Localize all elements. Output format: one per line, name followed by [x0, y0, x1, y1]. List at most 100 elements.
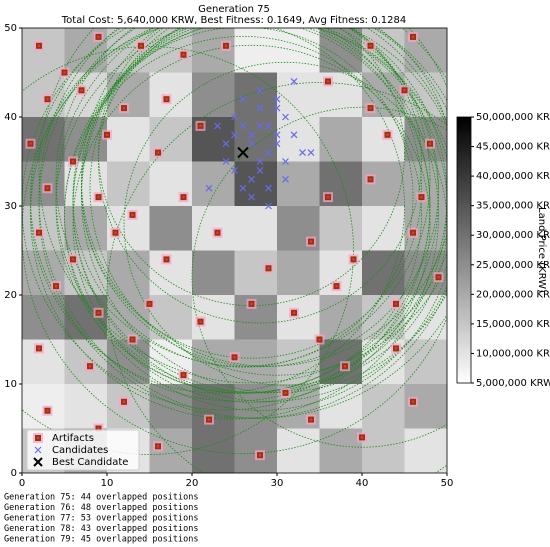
- coverage-circle: [72, 28, 414, 368]
- artifact: [306, 236, 316, 247]
- artifact-core: [80, 89, 83, 92]
- coverage-circle: [55, 28, 447, 393]
- colorbar-tick-label: 15,000,000 KRW: [476, 319, 550, 330]
- artifact: [42, 94, 53, 105]
- heat-cell: [234, 384, 278, 429]
- coverage-circle: [55, 28, 431, 367]
- artifact: [161, 94, 172, 105]
- coverage-circle: [81, 28, 447, 393]
- artifact-core: [71, 160, 75, 163]
- candidate: [256, 166, 264, 174]
- coverage-circle: [22, 46, 354, 455]
- artifact-core: [233, 356, 236, 359]
- artifact: [76, 85, 87, 96]
- artifact: [399, 85, 410, 96]
- artifact: [365, 174, 376, 185]
- colorbar-tick-label: 10,000,000 KRW: [476, 348, 550, 359]
- artifact: [331, 281, 342, 292]
- candidate: [273, 131, 281, 139]
- heat-cell: [362, 250, 405, 296]
- legend-box: [26, 429, 140, 471]
- artifact-core: [360, 436, 364, 439]
- candidate: [273, 104, 281, 112]
- artifact-core: [309, 240, 313, 243]
- coverage-circle: [64, 28, 447, 411]
- y-tick-label: 0: [11, 468, 17, 479]
- candidate: [205, 184, 213, 192]
- y-tick-label: 20: [4, 290, 17, 301]
- artifact-core: [148, 302, 151, 306]
- artifact: [34, 227, 44, 238]
- artifact-core: [36, 436, 40, 440]
- points: [25, 31, 444, 461]
- log-line: Generation 78: 43 overlapped positions: [4, 524, 198, 534]
- artifact-core: [309, 418, 313, 421]
- heat-cell: [234, 206, 278, 251]
- x-tick-label: 20: [186, 478, 199, 489]
- x-tick-label: 30: [271, 478, 284, 489]
- heat-cell: [192, 161, 235, 207]
- artifact: [323, 192, 333, 203]
- artifact-core: [97, 427, 100, 430]
- artifact-core: [46, 98, 49, 101]
- chart-title: Generation 75: [198, 4, 270, 15]
- artifact: [34, 40, 44, 51]
- legend-label: Artifacts: [52, 433, 94, 444]
- artifact-core: [326, 195, 330, 199]
- candidate: [231, 113, 238, 121]
- colorbar-label: Land Price (KRW): [536, 207, 547, 293]
- artifact: [153, 441, 163, 452]
- artifact: [51, 281, 61, 292]
- artifact: [42, 183, 53, 194]
- artifact: [280, 387, 291, 398]
- heat-cell: [404, 339, 448, 385]
- x-tick-label: 40: [356, 478, 369, 489]
- artifact: [110, 227, 121, 238]
- artifact-core: [207, 418, 211, 421]
- artifact: [204, 414, 214, 425]
- candidate: [290, 77, 298, 85]
- legend-label: Candidates: [52, 445, 108, 456]
- candidate: [248, 193, 255, 201]
- artifact-core: [284, 391, 287, 395]
- heat-cell: [319, 206, 363, 251]
- axes: 0 10 20 30 40 50 0 10 20 30 40 50: [4, 23, 453, 489]
- artifact-core: [420, 195, 423, 199]
- artifact: [59, 67, 70, 78]
- artifact: [136, 40, 146, 51]
- heat-cell: [234, 339, 278, 385]
- log: Generation 75: 44 overlapped positionsGe…: [4, 493, 198, 545]
- heat-cell: [107, 161, 150, 207]
- artifact: [178, 192, 189, 203]
- artifact: [93, 423, 104, 434]
- artifact: [93, 31, 104, 42]
- colorbar-tick-label: 50,000,000 KRW: [476, 112, 550, 123]
- y-tick-label: 50: [4, 23, 17, 34]
- plot-frame: [21, 27, 448, 474]
- heat-cell: [192, 339, 235, 385]
- artifact-core: [199, 124, 202, 128]
- artifact-core: [37, 347, 41, 350]
- colorbar-tick-label: 35,000,000 KRW: [476, 201, 550, 212]
- artifact: [93, 192, 104, 203]
- artifact: [119, 396, 129, 407]
- heat-cell: [107, 117, 150, 162]
- artifact: [102, 129, 112, 140]
- artifact: [93, 307, 104, 318]
- artifact-core: [105, 133, 109, 136]
- candidate: [239, 95, 247, 103]
- artifact-core: [386, 133, 389, 136]
- artifact-core: [318, 338, 321, 341]
- heat-cell: [319, 384, 363, 429]
- coverage-circle: [123, 61, 447, 386]
- artifact: [365, 103, 376, 114]
- coverage-circle: [64, 35, 422, 394]
- artifact-core: [437, 276, 440, 279]
- artifact: [127, 209, 138, 220]
- artifact: [391, 343, 401, 354]
- artifact: [340, 361, 350, 372]
- candidate: [273, 140, 281, 148]
- artifact-core: [428, 142, 432, 145]
- candidate: [299, 149, 306, 157]
